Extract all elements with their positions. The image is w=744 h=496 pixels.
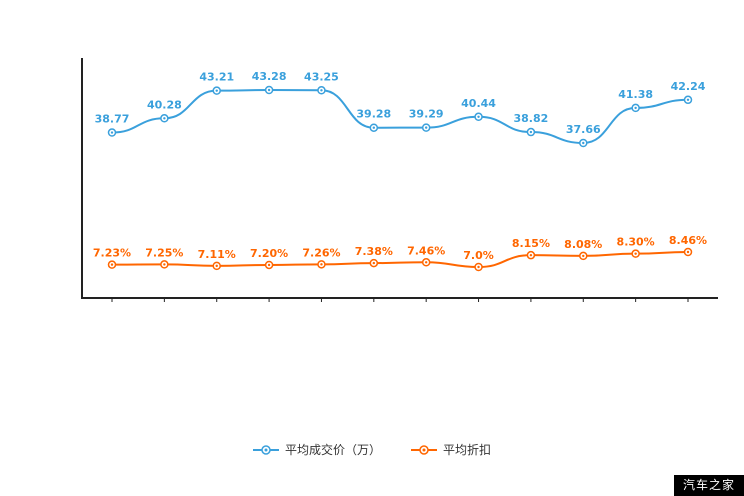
svg-text:7.20%: 7.20% bbox=[250, 247, 288, 260]
legend-label-average-price: 平均成交价（万） bbox=[284, 443, 381, 457]
svg-text:40.44: 40.44 bbox=[461, 97, 496, 110]
svg-text:41.38: 41.38 bbox=[618, 88, 653, 101]
chart-legend: 平均成交价（万） 平均折扣 bbox=[0, 444, 744, 456]
legend-item-average-price[interactable]: 平均成交价（万） bbox=[252, 443, 381, 457]
svg-text:8.08%: 8.08% bbox=[564, 238, 602, 251]
svg-text:38.77: 38.77 bbox=[95, 113, 130, 126]
svg-text:7.25%: 7.25% bbox=[145, 246, 183, 259]
watermark-autohome: 汽车之家 bbox=[673, 475, 744, 496]
svg-text:39.29: 39.29 bbox=[409, 108, 444, 121]
svg-text:43.21: 43.21 bbox=[199, 71, 234, 84]
discount-series-marker-icon bbox=[411, 445, 437, 455]
svg-text:7.38%: 7.38% bbox=[355, 245, 393, 258]
svg-text:42.24: 42.24 bbox=[671, 80, 706, 93]
svg-text:7.11%: 7.11% bbox=[198, 248, 236, 261]
svg-text:8.30%: 8.30% bbox=[617, 236, 655, 249]
svg-text:8.15%: 8.15% bbox=[512, 237, 550, 250]
legend-label-average-discount: 平均折扣 bbox=[443, 443, 492, 457]
svg-text:43.25: 43.25 bbox=[304, 70, 339, 83]
legend-item-average-discount[interactable]: 平均折扣 bbox=[411, 444, 491, 456]
svg-text:7.46%: 7.46% bbox=[407, 244, 445, 257]
svg-text:39.28: 39.28 bbox=[356, 108, 391, 121]
svg-text:43.28: 43.28 bbox=[252, 70, 287, 83]
svg-text:7.26%: 7.26% bbox=[302, 246, 340, 259]
svg-text:8.46%: 8.46% bbox=[669, 234, 707, 247]
svg-text:7.0%: 7.0% bbox=[463, 249, 494, 262]
svg-text:7.23%: 7.23% bbox=[93, 247, 131, 260]
svg-text:37.66: 37.66 bbox=[566, 123, 601, 136]
svg-text:38.82: 38.82 bbox=[514, 112, 549, 125]
price-series-marker-icon bbox=[252, 445, 279, 455]
svg-text:40.28: 40.28 bbox=[147, 98, 182, 111]
